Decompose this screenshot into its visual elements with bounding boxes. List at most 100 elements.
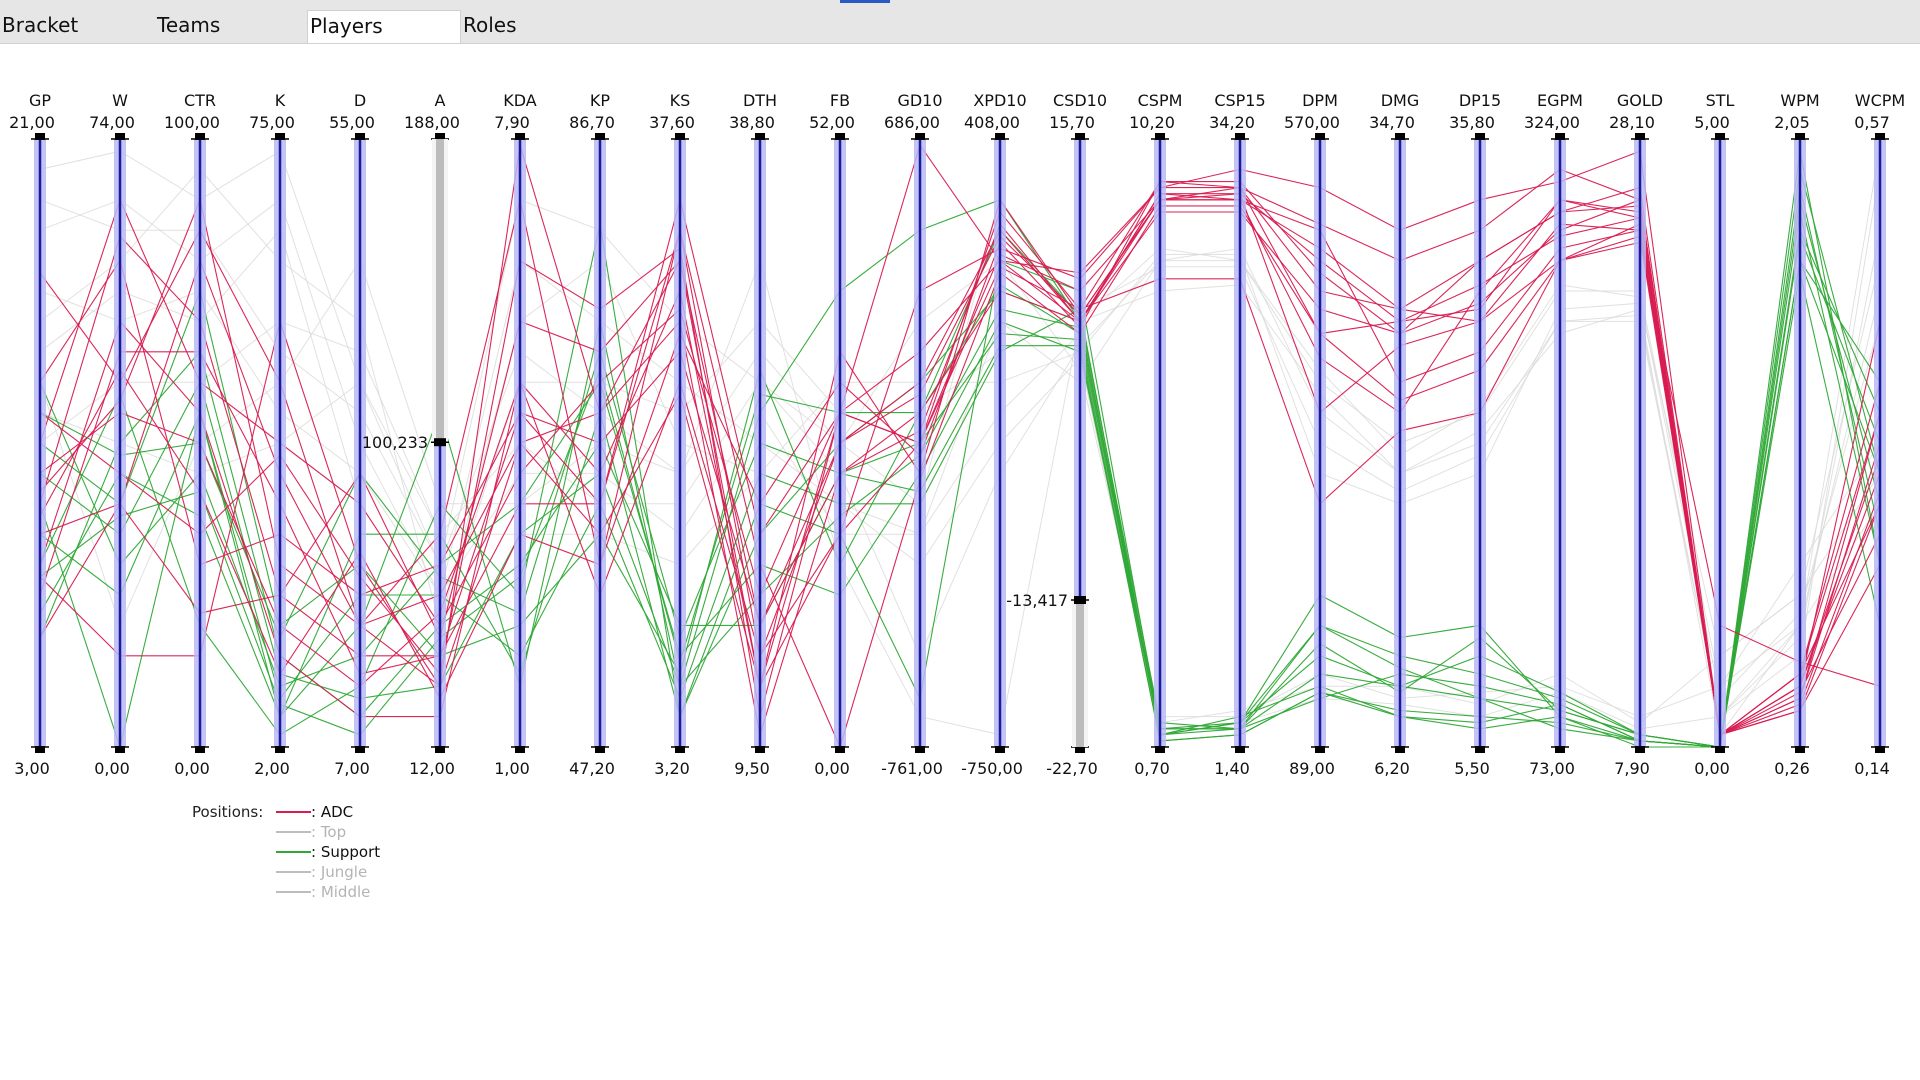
axis-handle-bottom[interactable] (595, 746, 605, 753)
axis-handle-top[interactable] (1795, 133, 1805, 140)
axis-egpm[interactable]: EGPM 324,00 73,00 (1524, 91, 1583, 778)
axis-handle-top[interactable] (1715, 133, 1725, 140)
axis-handle-bottom[interactable] (755, 746, 765, 753)
axis-handle-top[interactable] (435, 133, 445, 140)
axis-max-label: 10,20 (1129, 113, 1175, 132)
legend-entry-top[interactable]: : Top (276, 823, 346, 841)
axis-min-label: 0,14 (1854, 759, 1890, 778)
axis-kda[interactable]: KDA 7,90 1,00 (494, 91, 537, 778)
axis-csp15[interactable]: CSP15 34,20 1,40 (1209, 91, 1266, 778)
axis-handle-top[interactable] (1635, 133, 1645, 140)
axis-handle-top[interactable] (275, 133, 285, 140)
axis-handle-bottom[interactable] (1075, 746, 1085, 753)
axis-gd10[interactable]: GD10 686,00 -761,00 (881, 91, 943, 778)
axis-handle-bottom[interactable] (1635, 746, 1645, 753)
axis-handle-top[interactable] (675, 133, 685, 140)
legend-entry-adc[interactable]: : ADC (276, 803, 353, 821)
axis-dp15[interactable]: DP15 35,80 5,50 (1449, 91, 1501, 778)
axis-handle-bottom[interactable] (195, 746, 205, 753)
axis-stl[interactable]: STL 5,00 0,00 (1694, 91, 1734, 778)
polyline-adc-7 (39, 198, 1881, 736)
axis-handle-top[interactable] (595, 133, 605, 140)
axis-handle-bottom[interactable] (1395, 746, 1405, 753)
axis-handle-bottom[interactable] (1555, 746, 1565, 753)
axis-min-label: 1,00 (494, 759, 530, 778)
axis-gp[interactable]: GP 21,00 3,00 (9, 91, 55, 778)
axis-name: GD10 (897, 91, 942, 110)
axis-min-label: 7,90 (1614, 759, 1650, 778)
axis-handle-bottom[interactable] (995, 746, 1005, 753)
axis-kp[interactable]: KP 86,70 47,20 (569, 91, 615, 778)
brush-range[interactable] (1076, 600, 1084, 747)
axis-handle-top[interactable] (115, 133, 125, 140)
axis-handle-top[interactable] (1875, 133, 1885, 140)
brush-range[interactable] (436, 139, 444, 443)
axis-handle-top[interactable] (1555, 133, 1565, 140)
axis-dpm[interactable]: DPM 570,00 89,00 (1284, 91, 1340, 778)
axis-xpd10[interactable]: XPD10 408,00 -750,00 (961, 91, 1027, 778)
axis-handle-top[interactable] (1315, 133, 1325, 140)
axis-w[interactable]: W 74,00 0,00 (89, 91, 135, 778)
axis-max-label: 35,80 (1449, 113, 1495, 132)
legend: Positions:: ADC: Top: Support: Jungle: M… (192, 803, 380, 901)
axis-handle-bottom[interactable] (435, 746, 445, 753)
axis-max-label: 0,57 (1854, 113, 1890, 132)
axis-d[interactable]: D 55,00 7,00 (329, 91, 375, 778)
axis-handle-top[interactable] (355, 133, 365, 140)
axis-handle-bottom[interactable] (835, 746, 845, 753)
axis-handle-bottom[interactable] (1475, 746, 1485, 753)
axis-min-label: 6,20 (1374, 759, 1410, 778)
axis-handle-top[interactable] (1475, 133, 1485, 140)
axis-min-label: 0,70 (1134, 759, 1170, 778)
axis-handle-bottom[interactable] (515, 746, 525, 753)
axis-dth[interactable]: DTH 38,80 9,50 (729, 91, 777, 778)
axis-handle-top[interactable] (835, 133, 845, 140)
axis-handle-bottom[interactable] (1715, 746, 1725, 753)
axis-handle-top[interactable] (1075, 133, 1085, 140)
tab-roles[interactable]: Roles (463, 13, 517, 37)
axis-k[interactable]: K 75,00 2,00 (249, 91, 295, 778)
axis-cspm[interactable]: CSPM 10,20 0,70 (1129, 91, 1182, 778)
brush-a[interactable]: 100,233 (362, 139, 449, 452)
axis-handle-bottom[interactable] (675, 746, 685, 753)
axis-handle-bottom[interactable] (355, 746, 365, 753)
axis-handle-top[interactable] (995, 133, 1005, 140)
axis-name: EGPM (1537, 91, 1583, 110)
polyline-other-6 (39, 199, 1881, 718)
axis-wcpm[interactable]: WCPM 0,57 0,14 (1854, 91, 1905, 778)
legend-entry-jungle[interactable]: : Jungle (276, 863, 367, 881)
axis-handle-bottom[interactable] (35, 746, 45, 753)
axis-handle-top[interactable] (755, 133, 765, 140)
legend-entry-support[interactable]: : Support (276, 843, 380, 861)
axis-handle-bottom[interactable] (115, 746, 125, 753)
axis-handle-top[interactable] (1235, 133, 1245, 140)
axis-max-label: 55,00 (329, 113, 375, 132)
axis-handle-bottom[interactable] (1875, 746, 1885, 753)
axis-name: CSP15 (1214, 91, 1265, 110)
axis-handle-bottom[interactable] (275, 746, 285, 753)
axis-handle-top[interactable] (35, 133, 45, 140)
axis-min-label: -761,00 (881, 759, 943, 778)
legend-entry-middle[interactable]: : Middle (276, 883, 370, 901)
axis-dmg[interactable]: DMG 34,70 6,20 (1369, 91, 1419, 778)
axis-handle-bottom[interactable] (915, 746, 925, 753)
axis-fb[interactable]: FB 52,00 0,00 (809, 91, 855, 778)
axis-handle-top[interactable] (915, 133, 925, 140)
axis-handle-top[interactable] (515, 133, 525, 140)
axis-ctr[interactable]: CTR 100,00 0,00 (164, 91, 220, 778)
axis-ks[interactable]: KS 37,60 3,20 (649, 91, 695, 778)
axis-handle-bottom[interactable] (1795, 746, 1805, 753)
axis-handle-bottom[interactable] (1315, 746, 1325, 753)
axis-gold[interactable]: GOLD 28,10 7,90 (1609, 91, 1663, 778)
axis-handle-top[interactable] (1155, 133, 1165, 140)
tab-teams[interactable]: Teams (157, 13, 221, 37)
axis-wpm[interactable]: WPM 2,05 0,26 (1774, 91, 1819, 778)
brush-csd10[interactable]: -13,417 (1006, 591, 1089, 747)
axis-name: CSD10 (1053, 91, 1107, 110)
tab-bracket[interactable]: Bracket (2, 13, 79, 37)
tab-players[interactable]: Players (307, 10, 461, 43)
axis-handle-bottom[interactable] (1235, 746, 1245, 753)
axis-handle-bottom[interactable] (1155, 746, 1165, 753)
axis-handle-top[interactable] (195, 133, 205, 140)
axis-handle-top[interactable] (1395, 133, 1405, 140)
